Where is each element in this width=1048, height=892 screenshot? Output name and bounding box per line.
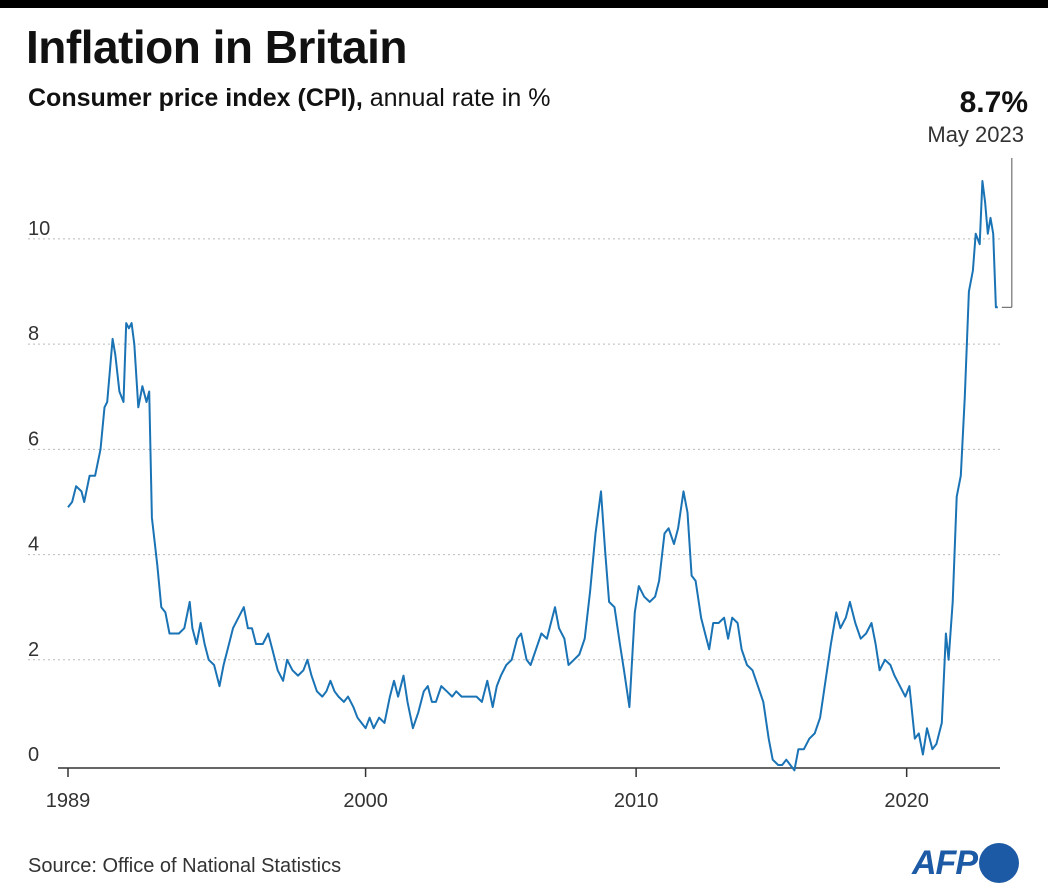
series-line-0 [67,180,998,772]
x-tick-label-2000: 2000 [343,790,388,812]
latest-value-label: 8.7% [959,86,1028,119]
x-tick-label-2010: 2010 [614,790,659,812]
y-tick-label-6: 6 [28,428,39,450]
afp-logo-text: AFP [912,843,978,882]
y-tick-label-0: 0 [28,744,39,766]
subtitle-rest: annual rate in % [362,84,551,112]
subtitle-bold: Consumer price index (CPI), [28,84,363,112]
y-tick-label-10: 10 [28,218,50,240]
x-tick-label-2020: 2020 [884,790,929,812]
chart-title: Inflation in Britain [26,21,407,73]
afp-logo-dot [979,843,1019,883]
y-tick-label-8: 8 [28,323,39,345]
chart-subtitle: Consumer price index (CPI), annual rate … [28,84,550,113]
source-note: Source: Office of National Statistics [28,855,342,877]
x-tick-label-1989: 1989 [46,790,91,812]
top-rule [0,0,1048,8]
y-tick-label-2: 2 [28,639,39,661]
afp-logo: AFP [912,843,1019,883]
latest-date-label: May 2023 [927,122,1024,147]
y-tick-label-4: 4 [28,534,39,556]
